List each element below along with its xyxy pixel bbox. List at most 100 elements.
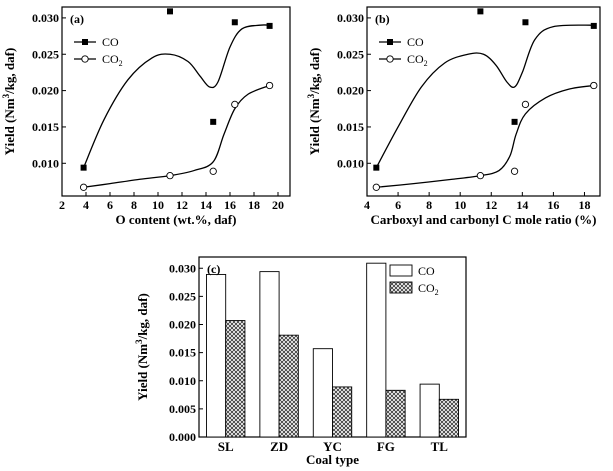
panel-label: (a) — [70, 12, 84, 26]
legend-label-co: CO — [407, 35, 424, 49]
x-axis-label: Coal type — [306, 452, 359, 467]
legend-marker-co — [82, 39, 88, 45]
bar-co2 — [225, 320, 246, 438]
y-axis-label: Yield (Nm3/kg, daf) — [1, 48, 17, 156]
y-tick-label: 0.020 — [337, 84, 364, 98]
bar-co2 — [438, 398, 459, 438]
legend-swatch-co — [389, 264, 413, 277]
data-point-co — [590, 22, 597, 29]
data-point-co — [266, 22, 273, 29]
y-tick-label: 0.030 — [337, 11, 364, 25]
y-tick-label: 0.030 — [32, 11, 59, 25]
data-point-co — [511, 118, 518, 125]
y-tick-label: 0.010 — [32, 156, 59, 170]
x-tick-label: 18 — [248, 198, 260, 212]
x-tick-label: 16 — [547, 198, 559, 212]
y-axis-label: Yield (Nm3/kg, daf) — [134, 293, 150, 401]
x-tick-label: SL — [218, 439, 234, 454]
bar-co — [259, 271, 280, 438]
data-point-co — [167, 8, 173, 15]
x-tick-label: 16 — [224, 198, 236, 212]
y-tick-label: 0.000 — [169, 430, 196, 444]
x-tick-label: YC — [323, 439, 342, 454]
x-tick-label: 6 — [107, 198, 113, 212]
x-tick-label: 10 — [152, 198, 164, 212]
x-tick-label: ZD — [270, 439, 288, 454]
x-tick-label: 18 — [578, 198, 590, 212]
data-point-co — [231, 19, 238, 26]
legend-swatch-co2 — [389, 281, 413, 294]
y-tick-label: 0.015 — [337, 120, 364, 134]
x-tick-label: 12 — [485, 198, 497, 212]
y-tick-label: 0.025 — [169, 289, 196, 303]
legend-marker-co2 — [81, 55, 89, 63]
y-tick-label: 0.030 — [169, 261, 196, 275]
x-tick-label: 2 — [59, 198, 65, 212]
x-axis-label: Carboxyl and carbonyl C mole ratio (%) — [370, 212, 596, 227]
x-tick-label: 8 — [131, 198, 137, 212]
y-tick-label: 0.020 — [32, 84, 59, 98]
x-tick-label: 8 — [426, 198, 432, 212]
data-point-co2 — [265, 81, 274, 90]
legend-label-co2: CO2 — [418, 281, 439, 297]
data-point-co — [373, 164, 380, 171]
legend-label-co2: CO2 — [407, 52, 428, 68]
chart-panel-a: 2 4 6 8 10 12 14 16 18 20 0.010 0.015 0.020 0.025 0.03… — [1, 6, 291, 227]
bar-co2 — [278, 334, 299, 438]
data-point-co2 — [79, 183, 88, 191]
series-curve-co — [375, 24, 594, 168]
panel-label: (c) — [207, 262, 220, 276]
legend-label-co2: CO2 — [102, 52, 123, 68]
y-tick-label: 0.025 — [337, 47, 364, 61]
y-tick-label: 0.005 — [169, 402, 196, 416]
plot-frame — [366, 6, 601, 197]
bar-co — [366, 262, 387, 438]
x-tick-label: 6 — [395, 198, 401, 212]
data-point-co — [210, 118, 217, 125]
x-tick-label: 20 — [272, 198, 284, 212]
x-tick-label: 4 — [364, 198, 370, 212]
bar-co2 — [385, 389, 406, 438]
data-point-co2 — [231, 100, 239, 109]
series-curve-co2 — [83, 84, 270, 188]
y-tick-label: 0.025 — [32, 47, 59, 61]
y-axis-label: Yield (Nm3/kg, daf) — [306, 48, 322, 156]
data-point-co — [522, 19, 529, 26]
legend-marker-co — [387, 39, 393, 45]
bar-co — [206, 273, 227, 438]
chart-panel-c: 0.000 0.005 0.010 0.015 0.020 0.025 0.030 SL ZD Y… — [134, 256, 467, 467]
x-tick-label: TL — [431, 439, 449, 454]
x-tick-label: 14 — [516, 198, 528, 212]
data-point-co2 — [476, 171, 485, 180]
data-point-co — [80, 164, 87, 171]
legend-label-co: CO — [102, 35, 119, 49]
data-point-co2 — [510, 167, 519, 175]
legend-marker-co2 — [386, 55, 394, 63]
data-point-co2 — [372, 183, 380, 191]
y-tick-label: 0.010 — [169, 374, 196, 388]
data-point-co2 — [209, 167, 217, 175]
x-tick-label: 10 — [454, 198, 466, 212]
bar-co — [312, 348, 333, 438]
data-point-co2 — [521, 100, 530, 109]
x-axis-label: O content (wt.%, daf) — [116, 212, 237, 227]
legend-label-co: CO — [418, 264, 435, 278]
chart-panel-b: 4 6 8 10 12 14 16 18 0.010 0.015 0.020 0.025 0.030 (b… — [306, 6, 601, 227]
bar-co — [419, 383, 440, 438]
panel-label: (b) — [375, 12, 390, 26]
x-tick-label: 12 — [176, 198, 188, 212]
data-point-co2 — [166, 171, 174, 180]
plot-frame — [61, 6, 291, 197]
x-tick-label: 14 — [200, 198, 212, 212]
data-point-co2 — [590, 81, 598, 90]
series-curve-co — [83, 24, 270, 168]
y-tick-label: 0.015 — [32, 120, 59, 134]
x-tick-label: 4 — [83, 198, 89, 212]
data-point-co — [477, 8, 484, 15]
y-tick-label: 0.015 — [169, 346, 196, 360]
series-curve-co2 — [376, 84, 594, 188]
bar-co2 — [332, 386, 353, 438]
y-tick-label: 0.020 — [169, 318, 196, 332]
y-tick-label: 0.010 — [337, 156, 364, 170]
